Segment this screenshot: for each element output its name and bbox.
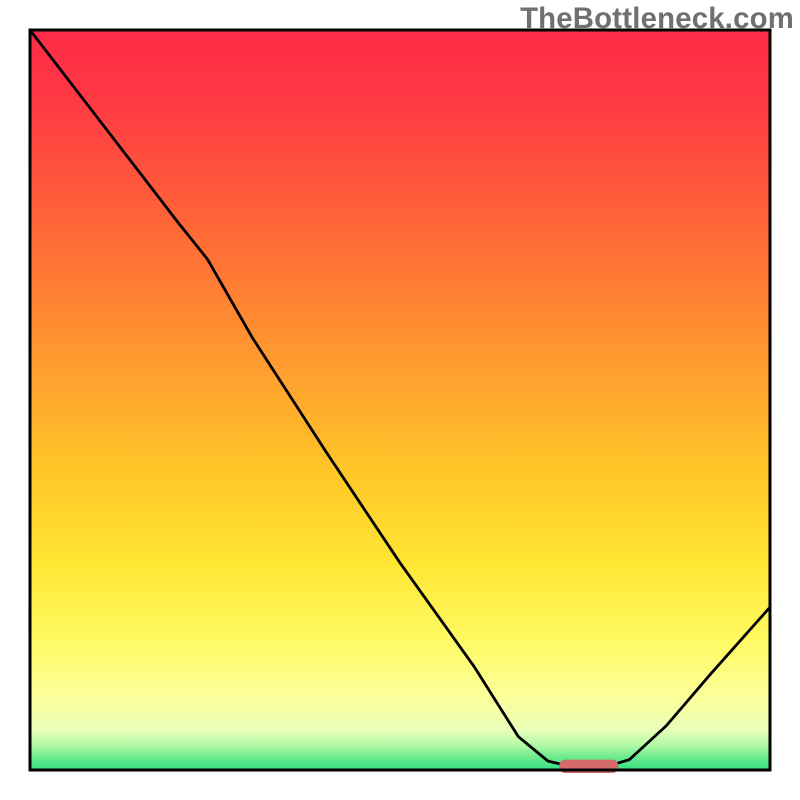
- chart-background: [30, 30, 770, 770]
- chart-stage: TheBottleneck.com: [0, 0, 800, 800]
- bottleneck-chart: [0, 0, 800, 800]
